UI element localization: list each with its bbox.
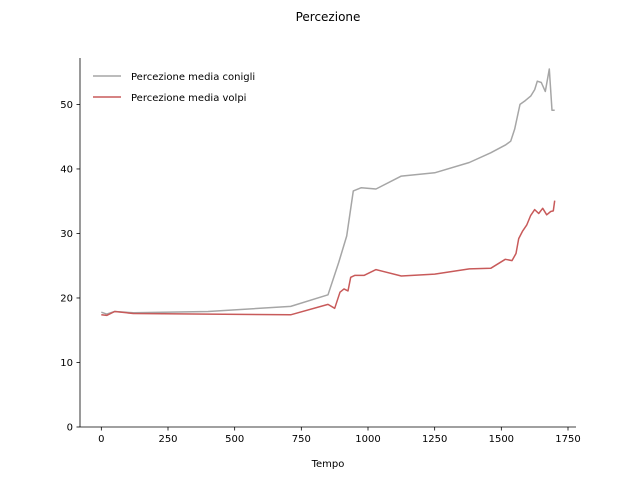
x-axis-ticks: 0 250 500 750 1000 1250 1500 1750: [98, 427, 581, 445]
legend-label-2: Percezione media volpi: [131, 93, 246, 104]
x-tick-label: 250: [158, 434, 177, 445]
legend-label-1: Percezione media conigli: [131, 72, 255, 83]
plot-lines: [101, 68, 556, 317]
chart-title: Percezione: [296, 10, 361, 24]
x-tick-label: 1250: [422, 434, 447, 445]
x-tick-label: 1000: [355, 434, 380, 445]
x-axis-label: Tempo: [311, 459, 345, 470]
y-tick-label: 10: [60, 358, 73, 369]
legend: Percezione media conigli Percezione media…: [93, 72, 255, 104]
x-tick-label: 1750: [555, 434, 580, 445]
series-line-2: [101, 200, 556, 317]
y-tick-label: 20: [60, 293, 73, 304]
x-tick-label: 1500: [489, 434, 514, 445]
x-tick-label: 500: [225, 434, 244, 445]
y-tick-label: 0: [67, 423, 73, 434]
x-tick-label: 0: [98, 434, 104, 445]
series-line-1: [101, 68, 555, 315]
y-tick-label: 30: [60, 229, 73, 240]
x-tick-label: 750: [292, 434, 311, 445]
y-axis-ticks: 0 10 20 30 40 50: [60, 100, 80, 434]
y-tick-label: 50: [60, 100, 73, 111]
y-tick-label: 40: [60, 164, 73, 175]
